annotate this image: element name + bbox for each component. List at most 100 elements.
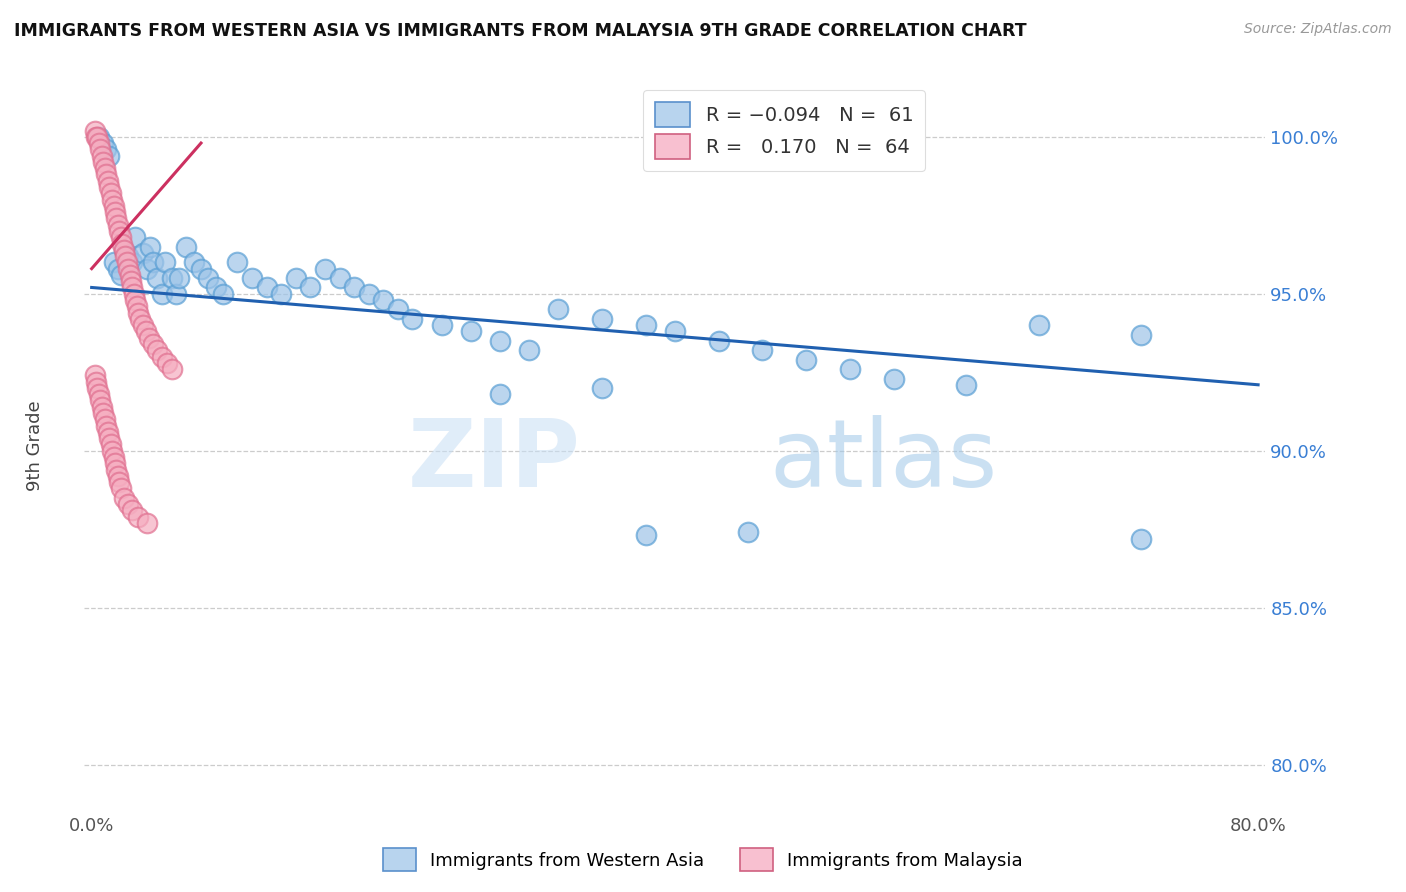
Text: 9th Grade: 9th Grade bbox=[27, 401, 44, 491]
Point bbox=[131, 318, 153, 333]
Point bbox=[838, 362, 860, 376]
Point bbox=[136, 261, 159, 276]
Point bbox=[112, 491, 135, 505]
Point bbox=[91, 155, 114, 169]
Point bbox=[105, 211, 128, 226]
Point bbox=[91, 406, 114, 420]
Point bbox=[114, 249, 136, 263]
Point bbox=[737, 525, 759, 540]
Point bbox=[489, 334, 512, 348]
Point bbox=[150, 350, 173, 364]
Point bbox=[314, 261, 336, 276]
Point bbox=[634, 528, 657, 542]
Point bbox=[156, 356, 179, 370]
Point bbox=[111, 236, 134, 251]
Point bbox=[108, 224, 131, 238]
Point bbox=[256, 280, 278, 294]
Point bbox=[142, 337, 165, 351]
Point bbox=[100, 437, 122, 451]
Point bbox=[165, 286, 187, 301]
Point bbox=[87, 136, 110, 150]
Point bbox=[101, 193, 124, 207]
Point bbox=[883, 371, 905, 385]
Point bbox=[96, 168, 118, 182]
Point bbox=[117, 497, 139, 511]
Point bbox=[517, 343, 540, 358]
Point bbox=[160, 271, 183, 285]
Point bbox=[107, 261, 129, 276]
Point bbox=[197, 271, 219, 285]
Point bbox=[955, 377, 977, 392]
Point bbox=[108, 475, 131, 489]
Point bbox=[1130, 327, 1153, 342]
Point bbox=[104, 205, 127, 219]
Legend: R = −0.094   N =  61, R =   0.170   N =  64: R = −0.094 N = 61, R = 0.170 N = 64 bbox=[644, 90, 925, 171]
Point bbox=[664, 325, 686, 339]
Point bbox=[90, 148, 112, 162]
Point bbox=[634, 318, 657, 333]
Point bbox=[401, 311, 423, 326]
Point bbox=[124, 230, 146, 244]
Point bbox=[98, 431, 121, 445]
Point bbox=[142, 255, 165, 269]
Point bbox=[110, 230, 132, 244]
Point bbox=[91, 136, 114, 150]
Point bbox=[270, 286, 292, 301]
Point bbox=[83, 123, 105, 137]
Point bbox=[117, 249, 139, 263]
Point bbox=[97, 174, 120, 188]
Point bbox=[460, 325, 482, 339]
Point bbox=[103, 255, 125, 269]
Point bbox=[547, 302, 569, 317]
Point bbox=[176, 240, 198, 254]
Point bbox=[83, 368, 105, 383]
Point bbox=[299, 280, 322, 294]
Point bbox=[107, 468, 129, 483]
Point bbox=[84, 129, 107, 144]
Point bbox=[204, 280, 226, 294]
Point bbox=[212, 286, 235, 301]
Point bbox=[96, 142, 118, 156]
Point bbox=[98, 148, 121, 162]
Text: atlas: atlas bbox=[769, 415, 998, 507]
Point bbox=[183, 255, 205, 269]
Point bbox=[226, 255, 249, 269]
Point bbox=[87, 129, 110, 144]
Point bbox=[125, 299, 148, 313]
Point bbox=[124, 293, 146, 307]
Point bbox=[89, 393, 111, 408]
Point bbox=[135, 325, 157, 339]
Point bbox=[117, 261, 139, 276]
Point bbox=[112, 243, 135, 257]
Point bbox=[104, 456, 127, 470]
Point bbox=[110, 482, 132, 496]
Point bbox=[707, 334, 730, 348]
Point bbox=[387, 302, 409, 317]
Point bbox=[794, 352, 817, 367]
Point bbox=[146, 343, 169, 358]
Point bbox=[328, 271, 350, 285]
Point bbox=[87, 387, 110, 401]
Point bbox=[153, 255, 176, 269]
Point bbox=[1028, 318, 1050, 333]
Point bbox=[107, 218, 129, 232]
Point bbox=[591, 311, 613, 326]
Point bbox=[131, 246, 153, 260]
Point bbox=[167, 271, 190, 285]
Point bbox=[100, 186, 122, 201]
Point bbox=[591, 381, 613, 395]
Point bbox=[98, 180, 121, 194]
Point bbox=[89, 142, 111, 156]
Point bbox=[357, 286, 380, 301]
Point bbox=[136, 516, 159, 530]
Point bbox=[373, 293, 395, 307]
Point bbox=[284, 271, 307, 285]
Point bbox=[86, 381, 108, 395]
Point bbox=[115, 255, 138, 269]
Point bbox=[103, 450, 125, 464]
Point bbox=[103, 199, 125, 213]
Point bbox=[138, 331, 160, 345]
Point bbox=[139, 240, 162, 254]
Point bbox=[101, 443, 124, 458]
Legend: Immigrants from Western Asia, Immigrants from Malaysia: Immigrants from Western Asia, Immigrants… bbox=[375, 841, 1031, 879]
